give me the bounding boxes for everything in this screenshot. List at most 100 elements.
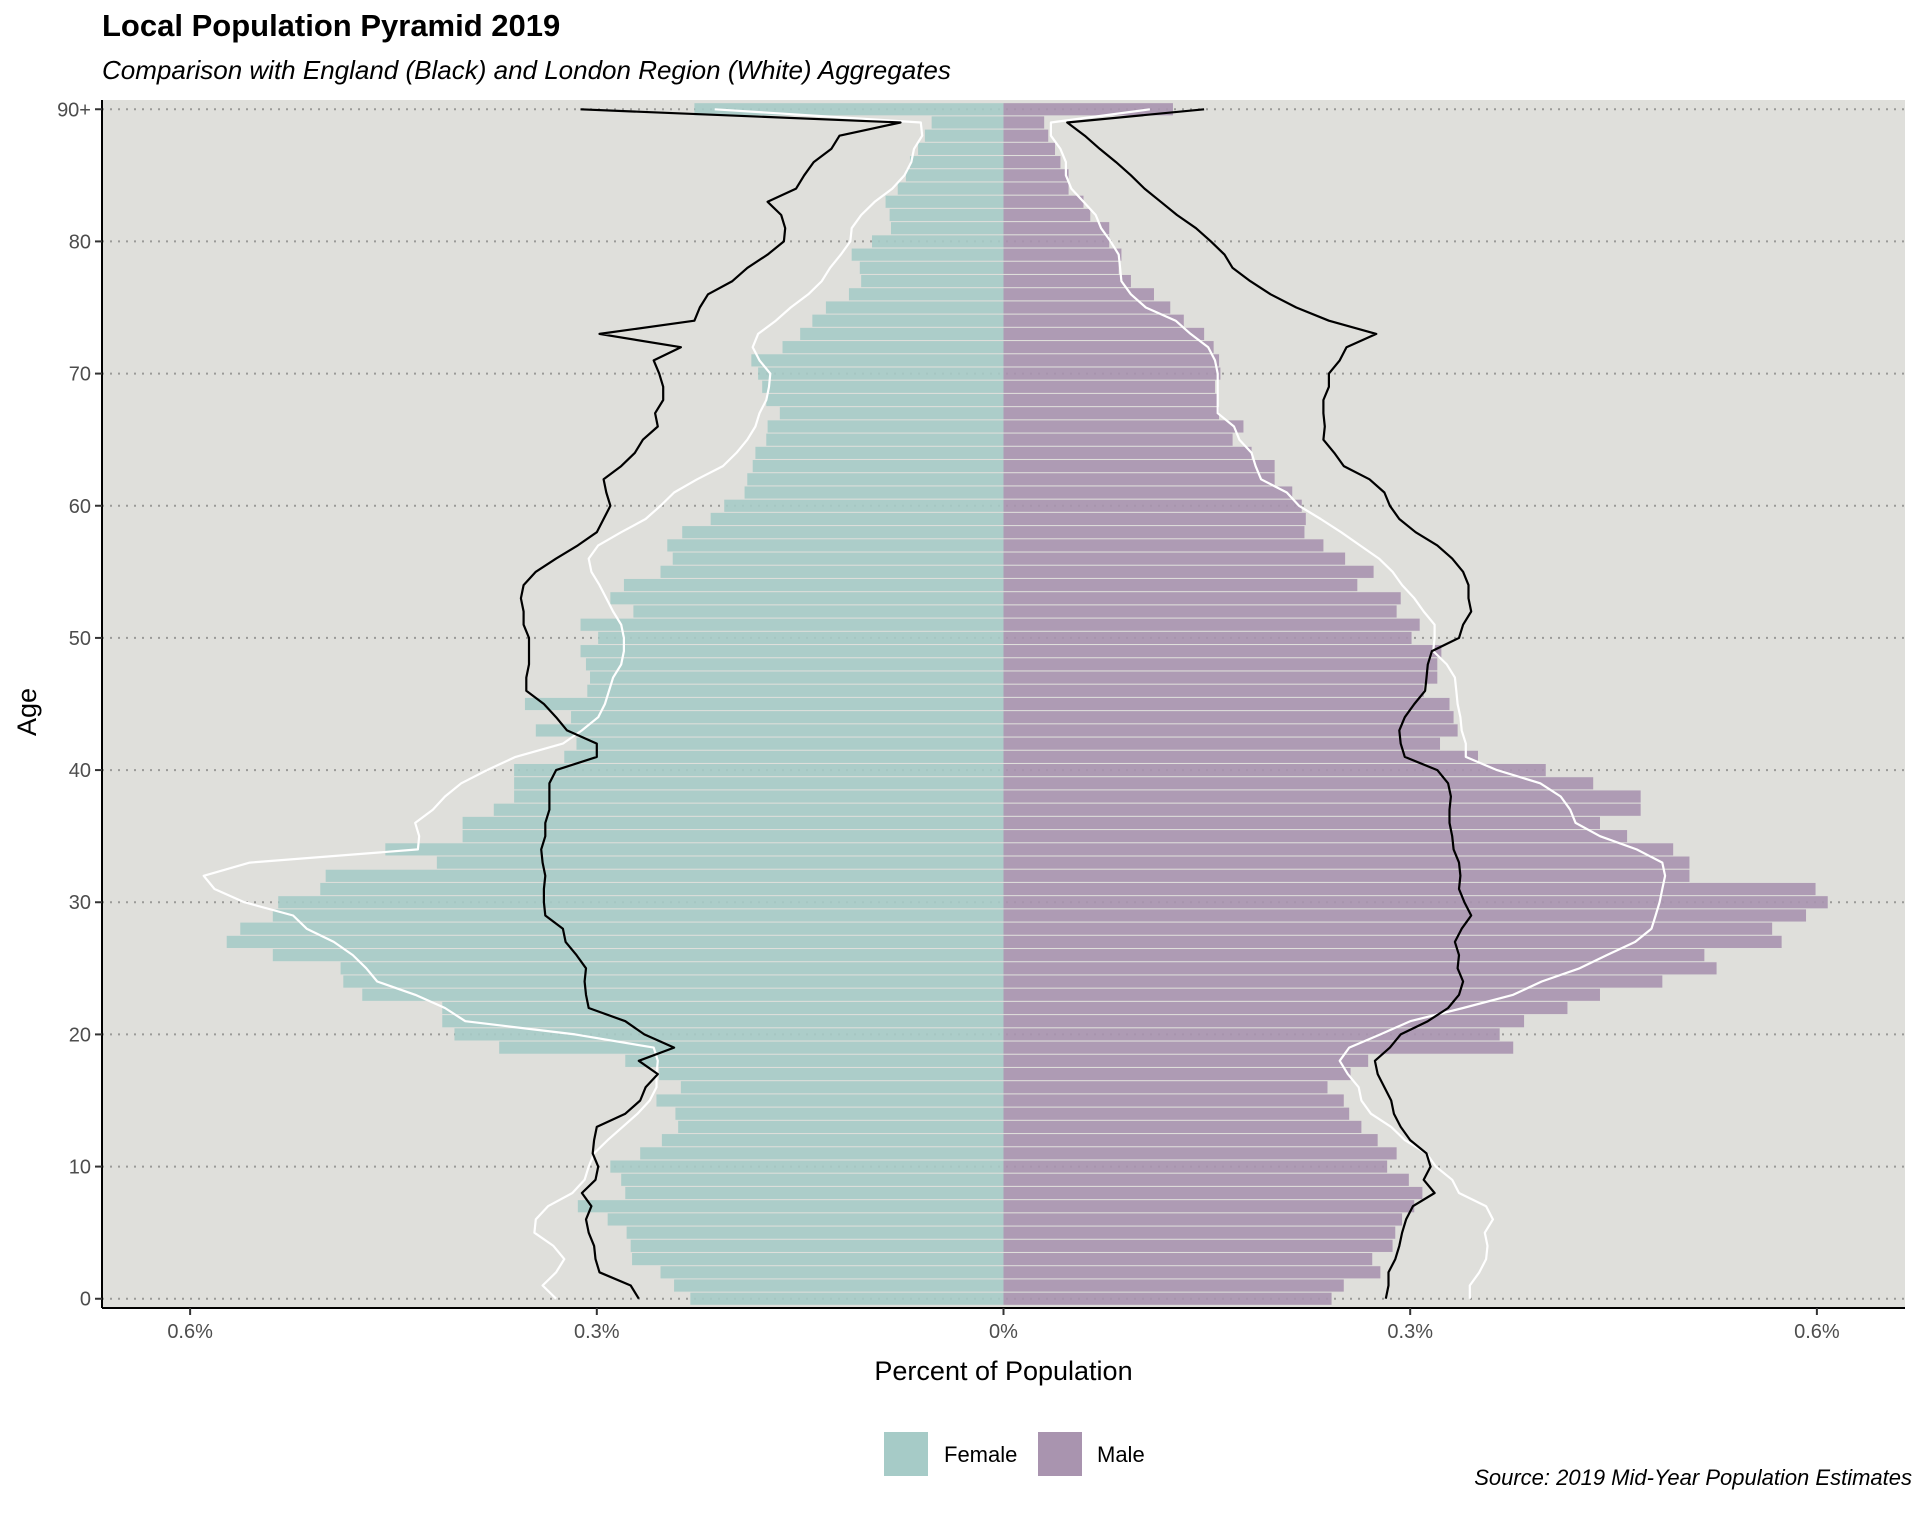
male-bar xyxy=(1003,618,1420,631)
female-bar xyxy=(580,618,1004,631)
female-bar xyxy=(766,433,1004,446)
male-bar xyxy=(1003,526,1305,539)
female-bar xyxy=(633,605,1004,618)
female-bar xyxy=(758,367,1004,380)
male-bar xyxy=(1003,1253,1373,1266)
female-bar xyxy=(587,684,1004,697)
male-bar xyxy=(1003,1134,1378,1147)
female-bar xyxy=(779,407,1004,420)
legend-key-male xyxy=(1038,1432,1082,1476)
male-bar xyxy=(1003,724,1458,737)
female-bar xyxy=(576,737,1004,750)
female-bar xyxy=(436,856,1004,869)
female-bar xyxy=(680,1081,1004,1094)
male-bar xyxy=(1003,1041,1514,1054)
male-bar xyxy=(1003,896,1828,909)
female-bar xyxy=(682,526,1004,539)
x-tick-label: 0.3% xyxy=(574,1321,620,1343)
x-axis-title: Percent of Population xyxy=(874,1356,1132,1386)
female-bar xyxy=(598,631,1004,644)
y-tick-label: 20 xyxy=(69,1024,91,1046)
female-bar xyxy=(272,949,1004,962)
female-bar xyxy=(626,1226,1004,1239)
x-axis-ticks: 0.6% 0.3% 0% 0.3% 0.6% xyxy=(167,1308,1840,1343)
female-bars xyxy=(226,103,1004,1305)
female-bar xyxy=(632,1253,1004,1266)
male-bar xyxy=(1003,314,1184,327)
female-bar xyxy=(710,512,1004,526)
female-bar xyxy=(752,460,1004,473)
male-bar xyxy=(1003,248,1122,261)
female-bar xyxy=(320,882,1004,896)
female-bar xyxy=(924,129,1004,142)
male-bar xyxy=(1003,446,1252,459)
y-tick-label: 60 xyxy=(69,496,91,518)
male-bar xyxy=(1003,420,1244,433)
female-bar xyxy=(660,565,1004,578)
male-bar xyxy=(1003,777,1594,790)
male-bar xyxy=(1003,1186,1423,1200)
male-bar xyxy=(1003,393,1218,407)
female-bar xyxy=(524,697,1004,711)
male-bar xyxy=(1003,539,1324,552)
legend-label-male: Male xyxy=(1097,1442,1145,1467)
female-bar xyxy=(610,592,1004,605)
female-bar xyxy=(659,1067,1004,1081)
male-bar xyxy=(1003,552,1346,565)
female-bar xyxy=(343,975,1004,988)
male-bar xyxy=(1003,1054,1369,1067)
female-bar xyxy=(577,1200,1004,1213)
male-bar xyxy=(1003,578,1358,592)
female-bar xyxy=(340,962,1004,975)
male-bar xyxy=(1003,288,1154,301)
female-bar xyxy=(782,341,1004,354)
female-bar xyxy=(462,830,1004,843)
female-bar xyxy=(897,182,1004,195)
y-tick-label: 90+ xyxy=(57,99,91,121)
male-bar xyxy=(1003,988,1600,1001)
male-bar xyxy=(1003,208,1091,222)
y-tick-label: 80 xyxy=(69,231,91,253)
female-bar xyxy=(674,1279,1004,1292)
female-bar xyxy=(859,261,1004,274)
male-bar xyxy=(1003,1200,1415,1213)
female-bar xyxy=(585,658,1004,671)
male-bar xyxy=(1003,1094,1344,1107)
female-bar xyxy=(762,380,1004,393)
x-tick-label: 0.6% xyxy=(167,1321,213,1343)
female-bar xyxy=(751,354,1004,367)
male-bar xyxy=(1003,1266,1381,1279)
female-bar xyxy=(362,988,1004,1001)
male-bar xyxy=(1003,975,1663,988)
female-bar xyxy=(442,1001,1004,1015)
male-bar xyxy=(1003,1107,1350,1120)
male-bar xyxy=(1003,949,1705,962)
male-bar xyxy=(1003,1292,1332,1305)
male-bar xyxy=(1003,341,1214,354)
female-bar xyxy=(861,274,1004,288)
male-bar xyxy=(1003,962,1717,975)
female-bar xyxy=(890,222,1004,235)
female-bar xyxy=(625,1186,1004,1200)
male-bar xyxy=(1003,142,1056,155)
female-bar xyxy=(678,1120,1004,1134)
female-bar xyxy=(493,803,1004,816)
male-bar xyxy=(1003,737,1441,750)
male-bar xyxy=(1003,116,1045,129)
england-female-line xyxy=(519,108,902,1300)
male-bar xyxy=(1003,1160,1388,1173)
chart-caption: Source: 2019 Mid-Year Population Estimat… xyxy=(1474,1465,1912,1490)
female-bar xyxy=(610,1160,1004,1173)
male-bar xyxy=(1003,261,1119,274)
female-bar xyxy=(240,922,1004,935)
y-tick-label: 50 xyxy=(69,628,91,650)
female-bar xyxy=(564,750,1004,763)
female-bar xyxy=(535,724,1004,737)
male-bar xyxy=(1003,882,1816,896)
female-bar xyxy=(800,327,1004,341)
female-bar xyxy=(694,103,1004,116)
male-bar xyxy=(1003,631,1412,644)
male-bar xyxy=(1003,354,1220,367)
x-tick-label: 0.3% xyxy=(1387,1321,1433,1343)
